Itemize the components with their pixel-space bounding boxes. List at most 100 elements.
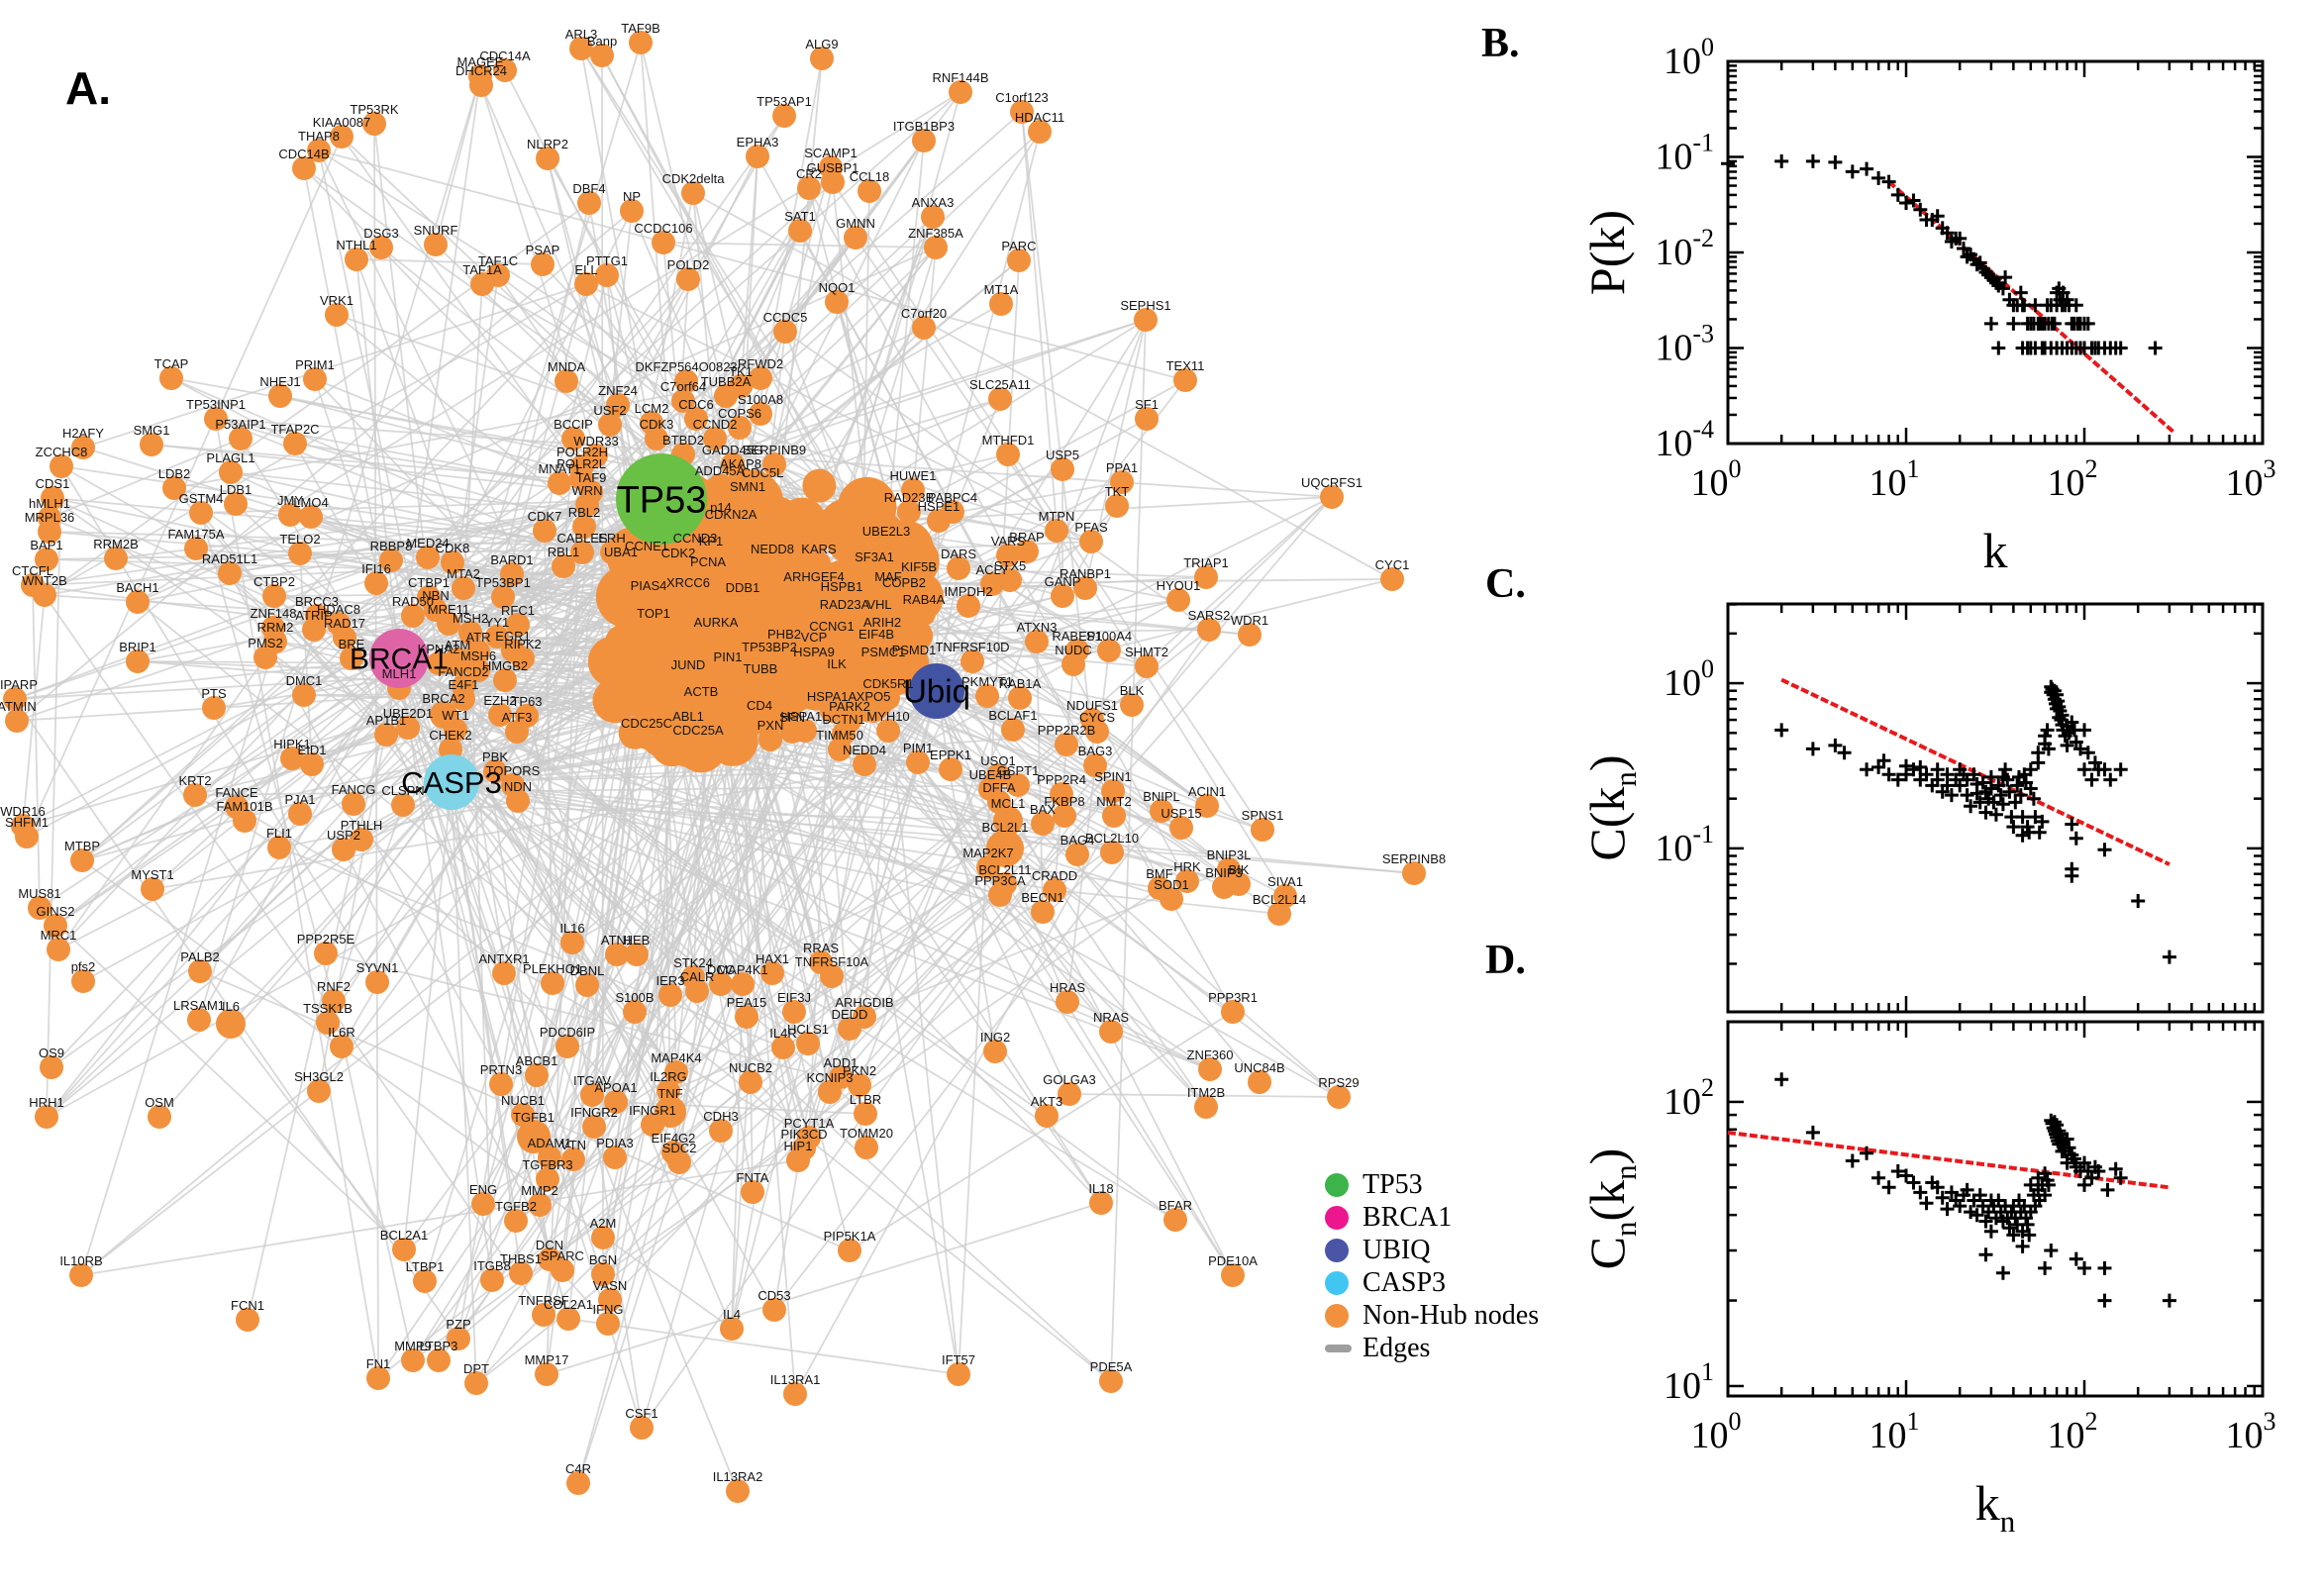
network-node xyxy=(728,416,752,440)
data-point xyxy=(1967,767,1981,782)
network-node-label: GINS2 xyxy=(36,904,74,919)
network-node xyxy=(716,659,740,683)
network-node xyxy=(268,384,292,408)
network-node-label: S100A4 xyxy=(1086,629,1132,644)
network-node xyxy=(322,989,346,1013)
network-node-label: KARS xyxy=(801,542,837,556)
network-node xyxy=(1166,588,1190,612)
network-edge xyxy=(44,283,587,596)
network-node xyxy=(749,366,772,390)
network-edge xyxy=(398,657,573,944)
network-node xyxy=(541,971,564,995)
network-node xyxy=(901,478,925,502)
network-node xyxy=(1050,782,1073,806)
network-node xyxy=(509,1261,533,1285)
network-node-label: NBN xyxy=(422,588,449,603)
network-node-label: SERPINB9 xyxy=(743,443,806,457)
network-node xyxy=(810,47,834,70)
cluster-node xyxy=(803,677,833,707)
network-node-label: ANTXR1 xyxy=(478,951,529,966)
data-point xyxy=(1899,767,1913,782)
network-node-label: EGR1 xyxy=(495,629,530,644)
network-node-label: MTPN xyxy=(1039,509,1075,524)
network-edge xyxy=(398,657,493,1281)
network-node-label: LTBR xyxy=(850,1092,881,1107)
network-node xyxy=(362,112,386,136)
network-node-label: DSG3 xyxy=(363,226,398,241)
network-node xyxy=(802,579,826,603)
data-point xyxy=(2097,1260,2112,1275)
network-node xyxy=(862,559,886,583)
network-node xyxy=(569,37,593,60)
network-node-label: RBL1 xyxy=(548,545,580,559)
network-edge xyxy=(82,283,587,449)
network-node xyxy=(551,1258,574,1282)
network-node-label: HEB xyxy=(624,933,651,948)
network-node-label: DHCR24 xyxy=(455,63,507,78)
network-node-label: ILK xyxy=(827,656,847,671)
network-node-label: CHEK2 xyxy=(429,728,471,743)
network-edge xyxy=(794,815,1115,1395)
network-node-label: ENG xyxy=(469,1182,497,1197)
network-node xyxy=(758,728,782,751)
network-node-label: GOLGA3 xyxy=(1043,1072,1095,1087)
data-points xyxy=(1774,679,2176,964)
network-node xyxy=(483,759,507,783)
network-node-label: CCNE1 xyxy=(625,539,668,553)
network-node xyxy=(907,569,931,593)
network-node xyxy=(492,961,516,985)
network-node-label: MT1A xyxy=(984,282,1019,297)
network-node xyxy=(416,546,440,569)
network-edge xyxy=(672,739,771,1153)
network-edge xyxy=(443,714,1001,896)
data-point xyxy=(1995,1265,2010,1280)
data-point xyxy=(2097,1293,2112,1308)
data-point xyxy=(2013,285,2028,300)
network-node-label: PTTG1 xyxy=(586,253,628,268)
network-node-label: IMPDH2 xyxy=(944,584,992,599)
data-point xyxy=(2060,1155,2074,1170)
network-node xyxy=(596,1312,620,1336)
network-node-label: BGN xyxy=(589,1252,617,1267)
network-node-label: SPARC xyxy=(541,1248,584,1263)
network-edge xyxy=(173,377,761,489)
network-node xyxy=(126,590,150,614)
network-node xyxy=(219,460,243,484)
legend-item-tp53: TP53 xyxy=(1325,1168,1539,1201)
cluster-node xyxy=(587,636,640,687)
data-point xyxy=(2026,791,2041,806)
data-point xyxy=(1995,797,2010,812)
network-node xyxy=(681,181,705,205)
data-point xyxy=(2084,1170,2099,1185)
network-node xyxy=(1135,407,1159,431)
network-node-label: AURKA xyxy=(694,615,739,630)
network-node xyxy=(216,1009,246,1039)
network-edge xyxy=(454,729,1001,896)
network-node xyxy=(780,720,804,744)
network-node-label: UQCRFS1 xyxy=(1301,475,1363,490)
network-node-label: ALG9 xyxy=(805,37,838,51)
network-node-label: PDE5A xyxy=(1090,1359,1133,1374)
data-point xyxy=(1845,1153,1860,1168)
legend-item-label: Non-Hub nodes xyxy=(1363,1299,1540,1331)
network-node-label: hMLH1 xyxy=(29,496,70,511)
network-node-label: PKN2 xyxy=(843,1063,876,1078)
network-node xyxy=(538,1146,561,1169)
network-node-label: HMGB2 xyxy=(482,658,528,673)
network-node xyxy=(788,219,812,243)
network-node xyxy=(912,129,936,152)
data-point xyxy=(1774,723,1789,738)
network-node xyxy=(444,648,471,675)
network-node xyxy=(760,961,784,985)
data-point xyxy=(1953,231,1968,246)
network-node xyxy=(676,267,700,291)
network-node-label: C1orf123 xyxy=(995,90,1048,105)
hub-node-tp53 xyxy=(616,453,707,545)
network-node xyxy=(525,1063,549,1087)
network-node-label: FN1 xyxy=(366,1356,391,1371)
data-point xyxy=(1881,1180,1896,1195)
network-node xyxy=(1055,733,1078,756)
plot-frame xyxy=(1726,602,2265,1014)
network-node-label: BFAR xyxy=(1159,1198,1192,1213)
network-node xyxy=(1031,900,1055,924)
